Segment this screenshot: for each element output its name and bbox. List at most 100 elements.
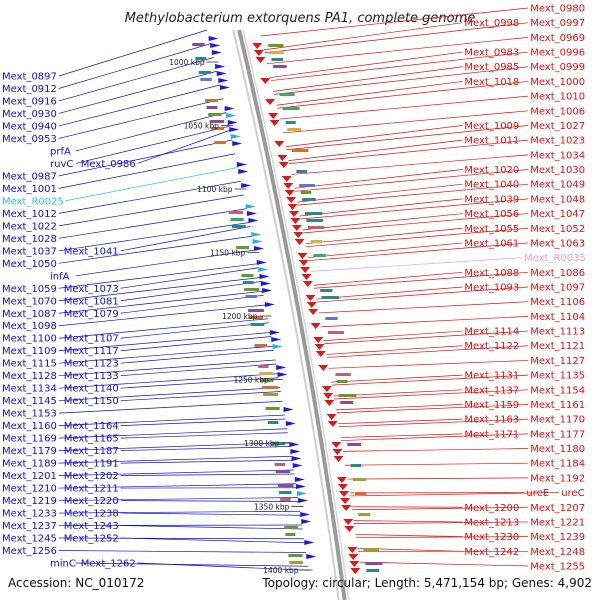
connector-right [314, 271, 529, 289]
tick-label: 1200 kbp [222, 312, 258, 321]
cog-bar-right [291, 149, 309, 152]
gene-label-left: Mext_1262 [81, 559, 136, 570]
connector-right [345, 462, 529, 466]
reverse-gene-arrow [274, 141, 285, 147]
cog-bar-left [206, 106, 218, 109]
connector-left [58, 208, 247, 239]
forward-gene-arrow [208, 36, 219, 41]
cog-bar-right [339, 394, 357, 397]
connector-right [302, 213, 463, 231]
cog-bar-right [355, 492, 367, 495]
connector-left [120, 537, 305, 544]
reverse-gene-arrow [315, 351, 326, 357]
cog-bar-left [229, 211, 244, 214]
connector-left [58, 277, 261, 302]
cog-bar-right [285, 121, 296, 124]
connector-left [120, 473, 295, 476]
gene-label-left: Mext_1079 [64, 309, 119, 320]
gene-label-left: Mext_0940 [2, 121, 57, 132]
cog-bar-right [279, 93, 295, 96]
gene-label-left: Mext_1022 [2, 221, 57, 232]
connector-left [120, 226, 251, 252]
connector-left [75, 562, 309, 567]
cog-bar-left [248, 309, 264, 312]
gene-label-left: Mext_1041 [64, 246, 119, 257]
forward-gene-arrow [272, 344, 283, 349]
gene-label-right: Mext_1180 [530, 444, 585, 455]
connector-right [286, 125, 529, 151]
gene-label-right: Mext_1170 [530, 415, 585, 426]
cog-bar-right [327, 331, 344, 334]
cog-bar-left [279, 491, 292, 494]
gene-label-right: Mext_1055 [464, 224, 519, 235]
gene-label-left: Mext_1133 [64, 371, 119, 382]
connector-right [340, 433, 463, 438]
gene-label-left: Mext_1059 [2, 284, 57, 295]
connector-right [349, 492, 560, 497]
gene-label-right: Mext_1106 [530, 297, 585, 308]
connector-left [120, 391, 281, 402]
reverse-gene-arrow [278, 162, 289, 168]
gene-label-left: Mext_1012 [2, 209, 57, 220]
connector-right [331, 374, 463, 383]
gene-label-left: Mext_0986 [81, 159, 136, 170]
connector-left [58, 139, 233, 177]
connector-left [120, 432, 288, 439]
connector-right [297, 183, 529, 206]
connector-right [294, 169, 463, 189]
forward-gene-arrow [224, 106, 235, 111]
connector-right [355, 536, 529, 538]
connector-right [266, 37, 529, 65]
gene-label-left: Mext_0897 [2, 72, 57, 83]
gene-label-left: Mext_1050 [2, 259, 57, 270]
connector-left [58, 510, 301, 514]
cog-bar-left [267, 421, 279, 424]
connector-left [120, 336, 272, 352]
forward-gene-arrow [215, 64, 226, 69]
gene-label-left: Mext_1037 [2, 246, 57, 257]
gene-label-right: Mext_1137 [464, 385, 519, 396]
forward-gene-arrow [219, 85, 230, 90]
gene-label-right: Mext_1163 [464, 415, 519, 426]
gene-label-right: Mext_1010 [530, 92, 585, 103]
gene-label-right: Mext_1063 [530, 238, 585, 249]
connector-right [351, 506, 529, 511]
connector-left [58, 387, 281, 402]
map-title: Methylobacterium extorquens PA1, complet… [125, 11, 476, 26]
gene-label-left: Mext_1233 [2, 509, 57, 520]
cog-bar-left [249, 316, 264, 319]
gene-label-right: Mext_1006 [530, 106, 585, 117]
forward-gene-arrow [283, 407, 294, 412]
reverse-gene-arrow [337, 484, 348, 490]
connector-right [321, 316, 529, 328]
gene-label-right: Mext_1171 [464, 429, 519, 440]
gene-label-right: Mext_1131 [464, 371, 519, 382]
cog-bar-left [285, 533, 296, 536]
connector-left [137, 129, 231, 164]
forward-gene-arrow [241, 183, 252, 188]
connector-left [58, 98, 224, 139]
gene-label-right: Mext_1093 [464, 283, 519, 294]
gene-label-right: Mext_1027 [530, 121, 585, 132]
topology-text: Topology: circular; Length: 5,471,154 bp… [261, 576, 592, 590]
reverse-gene-arrow [343, 519, 354, 525]
reverse-gene-arrow [287, 204, 298, 210]
gene-label-left: Mext_1081 [64, 296, 119, 307]
reverse-gene-arrow [348, 554, 359, 560]
connector-left [120, 349, 274, 364]
connector-right [359, 561, 529, 567]
tick-label: 1250 kbp [233, 376, 269, 385]
gene-label-left: Mext_1189 [2, 459, 57, 470]
connector-right [335, 404, 463, 411]
label-connector-lines [58, 7, 560, 571]
gene-label-right: Mext_0999 [530, 62, 585, 73]
connector-right [277, 81, 529, 109]
reverse-gene-arrow [255, 57, 266, 63]
cog-bar-left [231, 225, 246, 228]
forward-gene-arrow [254, 246, 265, 251]
connector-right [353, 520, 463, 523]
cog-bar-left [289, 561, 303, 564]
gene-label-left: Mext_1123 [64, 359, 119, 370]
gene-label-right: Mext_1154 [530, 385, 585, 396]
